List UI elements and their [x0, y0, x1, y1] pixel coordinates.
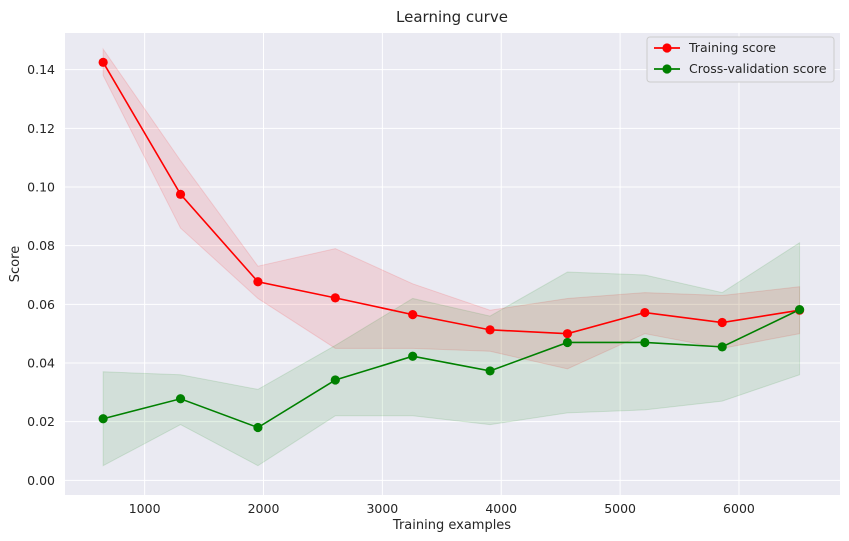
marker-training — [98, 57, 108, 67]
x-tick-label: 4000 — [485, 501, 517, 516]
marker-training — [640, 307, 650, 318]
y-tick-labels: 0.00 0.02 0.04 0.06 0.08 0.10 0.12 0.14 — [27, 62, 55, 488]
y-tick-label: 0.12 — [27, 121, 55, 136]
y-tick-label: 0.06 — [27, 297, 55, 312]
marker-training — [330, 293, 340, 303]
band-training — [102, 47, 801, 370]
marker-training — [253, 277, 263, 287]
y-tick-label: 0.04 — [27, 356, 55, 371]
confidence-bands — [102, 47, 801, 467]
marker-cross-validation — [485, 366, 495, 376]
marker-training — [485, 325, 495, 335]
marker-cross-validation — [408, 351, 418, 361]
x-tick-label: 6000 — [723, 501, 755, 516]
y-tick-label: 0.14 — [27, 62, 55, 77]
y-tick-label: 0.10 — [27, 180, 55, 195]
line-training — [102, 61, 800, 335]
marker-cross-validation — [253, 422, 263, 433]
legend-label-cross-validation: Cross-validation score — [689, 61, 827, 76]
legend-marker-training — [662, 43, 672, 53]
band-cross-validation — [102, 241, 801, 467]
x-tick-label: 3000 — [366, 501, 398, 516]
legend-box — [646, 36, 835, 83]
marker-cross-validation — [98, 414, 108, 424]
marker-training — [408, 310, 418, 320]
y-tick-label: 0.00 — [27, 473, 55, 488]
chart-title: Learning curve — [396, 8, 508, 26]
x-tick-label: 5000 — [604, 501, 636, 516]
marker-cross-validation — [717, 342, 727, 352]
x-tick-labels: 1000 2000 3000 4000 5000 6000 — [129, 501, 755, 516]
marker-training — [562, 329, 573, 339]
marker-cross-validation — [794, 305, 805, 315]
series-markers — [98, 57, 805, 433]
series-lines — [102, 61, 800, 429]
x-tick-label: 2000 — [248, 501, 280, 516]
marker-cross-validation — [640, 337, 650, 348]
marker-cross-validation — [330, 375, 340, 385]
y-tick-label: 0.08 — [27, 238, 55, 253]
x-axis-label: Training examples — [392, 518, 511, 533]
x-tick-label: 1000 — [129, 501, 161, 516]
legend-marker-cross-validation — [662, 64, 672, 74]
legend-label-training: Training score — [688, 40, 776, 55]
marker-training — [717, 317, 727, 328]
marker-cross-validation — [175, 394, 186, 404]
y-tick-label: 0.02 — [27, 414, 55, 429]
line-cross-validation — [102, 308, 800, 429]
y-axis-label: Score — [8, 246, 23, 282]
legend: Training score Cross-validation score — [646, 36, 835, 83]
marker-cross-validation — [562, 337, 573, 348]
marker-training — [175, 189, 186, 199]
plot-area — [65, 33, 840, 495]
